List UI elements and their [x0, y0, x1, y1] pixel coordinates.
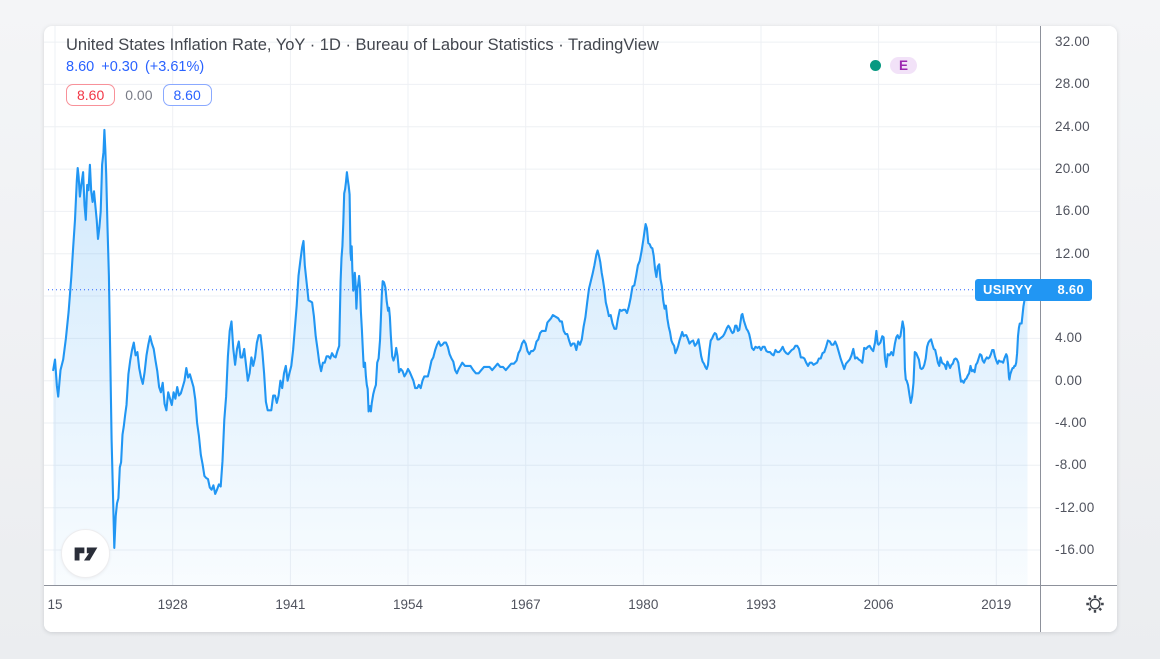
open-value-box: 8.60 — [66, 84, 116, 106]
mid-value: 0.00 — [125, 87, 153, 103]
price-tick-label: 20.00 — [1055, 161, 1090, 177]
close-value-box: 8.60 — [162, 84, 212, 106]
time-axis[interactable]: 15 1928 1941 1954 1967 1980 1993 2006 2019 — [44, 586, 1040, 632]
price-tick-label: 0.00 — [1055, 372, 1083, 388]
time-tick-label: 1980 — [628, 597, 659, 612]
price-axis[interactable]: 32.0028.0024.0020.0016.0012.008.004.000.… — [1041, 26, 1117, 632]
symbol-title[interactable]: United States Inflation Rate, YoY · 1D ·… — [66, 36, 659, 54]
time-tick-label: 2019 — [981, 597, 1012, 612]
inflation-area-fill — [53, 129, 1028, 585]
price-tick-label: -4.00 — [1055, 415, 1087, 430]
earnings-badge[interactable]: E — [890, 57, 917, 74]
price-chart-pane[interactable] — [44, 26, 1040, 585]
time-tick-label: 1993 — [745, 597, 776, 612]
tradingview-logo[interactable] — [61, 529, 110, 578]
tradingview-logo-glyph — [74, 547, 97, 560]
chart-legend: United States Inflation Rate, YoY · 1D ·… — [66, 36, 659, 106]
ohlc-row: 8.60 0.00 8.60 — [66, 84, 659, 106]
price-tick-label: 28.00 — [1055, 76, 1090, 92]
badge-value: 8.60 — [1057, 282, 1084, 298]
time-axis-separator — [44, 585, 1117, 586]
market-status: E — [870, 57, 917, 74]
price-tick-label: -12.00 — [1055, 499, 1095, 515]
change-percent: (+3.61%) — [144, 59, 205, 75]
time-tick-label: 15 — [47, 597, 63, 612]
chart-card: 32.0028.0024.0020.0016.0012.008.004.000.… — [44, 26, 1117, 632]
time-tick-label: 1954 — [392, 597, 424, 612]
quote-row: 8.60 +0.30 (+3.61%) — [66, 59, 659, 75]
price-tick-label: 32.00 — [1055, 34, 1090, 50]
price-tick-label: 24.00 — [1055, 118, 1090, 134]
last-value: 8.60 — [66, 59, 95, 75]
change-value: +0.30 — [101, 59, 138, 75]
price-tick-label: 4.00 — [1055, 330, 1083, 346]
time-tick-label: 1967 — [510, 597, 541, 612]
time-tick-label: 1941 — [275, 597, 306, 612]
price-tick-label: 16.00 — [1055, 203, 1090, 219]
price-tick-label: -8.00 — [1055, 457, 1087, 473]
last-price-badge: USIRYY 8.60 — [975, 278, 1092, 301]
price-axis-separator — [1040, 26, 1041, 632]
time-tick-label: 2006 — [863, 597, 894, 612]
inflation-line-series — [52, 128, 1029, 549]
badge-symbol: USIRYY — [983, 282, 1033, 298]
price-tick-label: 12.00 — [1055, 245, 1090, 261]
price-tick-label: -16.00 — [1055, 541, 1095, 557]
gear-icon[interactable] — [1084, 593, 1106, 615]
time-tick-label: 1928 — [157, 597, 188, 612]
market-open-dot-icon[interactable] — [870, 60, 881, 71]
